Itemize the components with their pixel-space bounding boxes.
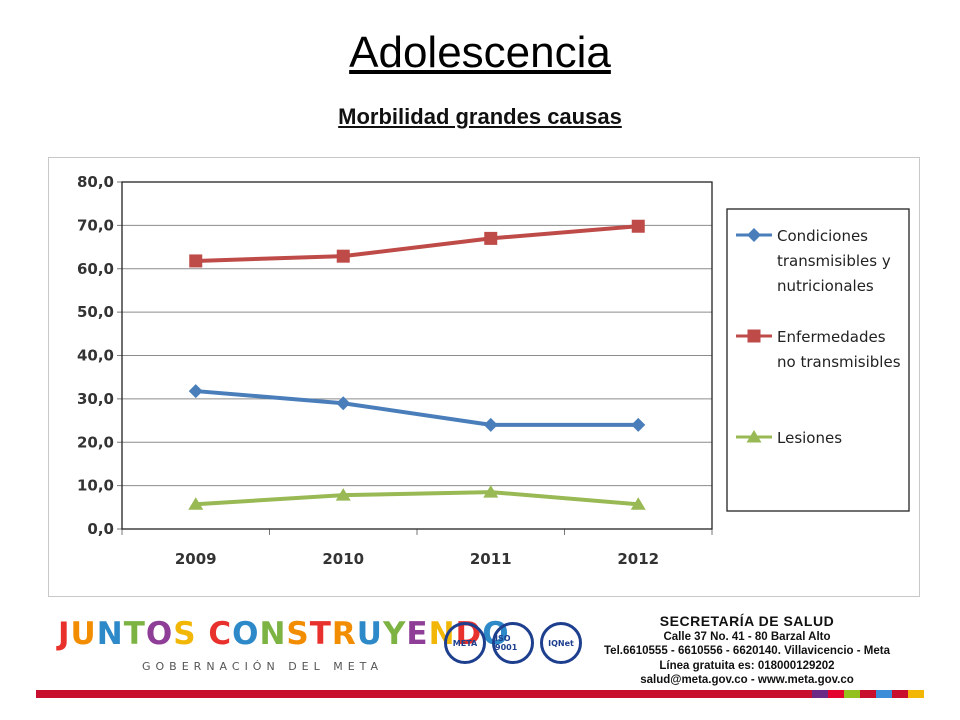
- data-point: [484, 231, 498, 245]
- y-tick-label: 0,0: [87, 520, 114, 538]
- contact-address: Calle 37 No. 41 - 80 Barzal Alto: [663, 630, 831, 643]
- y-tick-label: 60,0: [77, 260, 114, 278]
- series-line-3: [195, 490, 639, 507]
- footer-color-bar: [36, 690, 924, 698]
- data-point: [188, 497, 204, 510]
- data-point: [631, 417, 646, 432]
- contact-email-web[interactable]: salud@meta.gov.co - www.meta.gov.co: [640, 674, 854, 686]
- data-point: [336, 396, 351, 411]
- legend-swatch-marker: [747, 329, 761, 343]
- legend-label: Lesiones: [777, 429, 842, 447]
- y-tick-label: 50,0: [77, 303, 114, 321]
- color-bar-segment: [860, 690, 876, 698]
- seal-meta-icon: META: [444, 622, 486, 664]
- color-bar-segment: [828, 690, 844, 698]
- contact-phones: Tel.6610555 - 6610556 - 6620140. Villavi…: [604, 645, 890, 657]
- logo-letter: [197, 616, 209, 652]
- color-bar-segment: [844, 690, 860, 698]
- logo-letter: C: [208, 616, 233, 652]
- x-tick-label: 2010: [322, 550, 364, 568]
- legend-label: transmisibles y: [777, 252, 891, 270]
- y-tick-label: 70,0: [77, 216, 114, 234]
- data-point: [630, 497, 646, 510]
- data-point: [483, 485, 499, 498]
- series-line-2: [195, 224, 639, 263]
- contact-toll-free: Línea gratuita es: 018000129202: [659, 659, 835, 672]
- legend-swatch-marker: [746, 430, 762, 443]
- logo-letter: E: [406, 616, 429, 652]
- logo-letter: S: [286, 616, 310, 652]
- chart-frame: 0,0 10,0 20,0 30,0 40,0 50,0 60,0 70,0 80,0 2009 2…: [48, 157, 920, 597]
- logo-subtitle: GOBERNACIÓN DEL META: [142, 660, 384, 673]
- logo-letter: S: [173, 616, 197, 652]
- data-point: [188, 384, 203, 399]
- x-tick-label: 2012: [617, 550, 659, 568]
- slide-subtitle: Morbilidad grandes causas: [338, 104, 622, 129]
- y-tick-label: 80,0: [77, 173, 114, 191]
- data-point: [189, 254, 203, 268]
- logo-letter: T: [123, 616, 146, 652]
- legend-label: Condiciones: [777, 227, 868, 245]
- legend-label: Enfermedades: [777, 328, 886, 346]
- footer: [0, 598, 960, 720]
- logo-letter: U: [70, 616, 97, 652]
- color-bar-segment: [908, 690, 924, 698]
- line-chart: 0,0 10,0 20,0 30,0 40,0 50,0 60,0 70,0 80,0 2009 2…: [77, 173, 910, 568]
- data-point: [483, 417, 498, 432]
- y-tick-label: 40,0: [77, 347, 114, 365]
- logo-letter: T: [309, 616, 332, 652]
- color-bar-segment: [812, 690, 828, 698]
- plot-area-border: [121, 181, 713, 530]
- legend-label: no transmisibles: [777, 353, 901, 371]
- logo-letter: J: [58, 616, 71, 652]
- gobernacion-logo: JUNTOS CONSTRUYENDO GOBERNACIÓN DEL META: [58, 612, 510, 673]
- logo-letter: U: [356, 616, 383, 652]
- color-bar-main: [36, 690, 812, 698]
- logo-letter: O: [232, 616, 260, 652]
- seal-iso-icon: ISO 9001: [492, 622, 534, 664]
- logo-letter: Y: [382, 616, 407, 652]
- logo-letter: N: [96, 616, 124, 652]
- y-tick-label: 10,0: [77, 477, 114, 495]
- contact-block: SECRETARÍA DE SALUD Calle 37 No. 41 - 80…: [592, 614, 902, 688]
- data-point: [336, 249, 350, 263]
- legend-box: [726, 208, 910, 512]
- x-tick-label: 2011: [470, 550, 512, 568]
- x-tick-label: 2009: [175, 550, 217, 568]
- legend-swatch-marker: [747, 228, 761, 242]
- contact-header: SECRETARÍA DE SALUD: [659, 613, 835, 629]
- series-line-1: [195, 389, 639, 427]
- color-bar-segment: [876, 690, 892, 698]
- y-tick-label: 30,0: [77, 390, 114, 408]
- color-bar-segment: [892, 690, 908, 698]
- slide-title: Adolescencia: [349, 28, 611, 77]
- y-tick-label: 20,0: [77, 433, 114, 451]
- logo-letter: N: [259, 616, 287, 652]
- logo-letter: O: [145, 616, 174, 652]
- data-point: [631, 219, 645, 233]
- data-point: [335, 488, 351, 501]
- certification-seals: META ISO 9001 IQNet: [444, 622, 582, 664]
- logo-letter: R: [331, 616, 357, 652]
- logo-wordmark: JUNTOS CONSTRUYENDO: [58, 612, 510, 656]
- seal-iqnet-icon: IQNet: [540, 622, 582, 664]
- legend-label: nutricionales: [777, 277, 874, 295]
